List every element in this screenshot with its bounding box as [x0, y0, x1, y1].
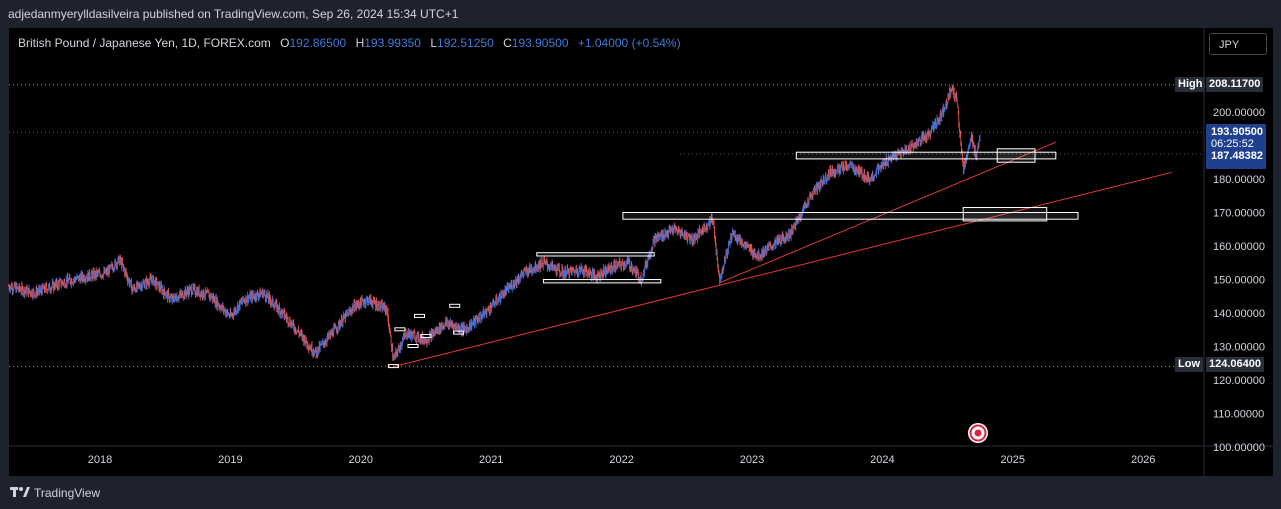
zone-box — [996, 148, 1036, 163]
zone-box — [542, 279, 662, 284]
y-tick-label: 130.00000 — [1213, 342, 1265, 354]
y-tick-label: 160.00000 — [1213, 241, 1265, 253]
x-tick-label: 2018 — [88, 454, 112, 466]
trendline — [393, 171, 1173, 368]
high-value: 193.99350 — [364, 36, 421, 50]
marker-box — [414, 313, 425, 318]
zone-box — [795, 151, 1057, 160]
marker-box — [387, 364, 399, 369]
currency-button[interactable]: JPY — [1209, 33, 1267, 55]
y-tick-label: 170.00000 — [1213, 208, 1265, 220]
countdown-value: 06:25:52 — [1211, 138, 1254, 150]
open-label: O — [280, 36, 290, 50]
zone-box — [536, 252, 655, 257]
overlays — [9, 84, 1204, 369]
x-tick-label: 2019 — [218, 454, 242, 466]
x-tick-label: 2023 — [740, 454, 764, 466]
last-price-tag: 193.90500 06:25:52 187.48382 — [1206, 124, 1266, 169]
close-label: C — [503, 36, 512, 50]
low-tag-label: Low — [1175, 357, 1203, 372]
open-value: 192.86500 — [289, 36, 347, 50]
tradingview-logo[interactable]: TradingView — [10, 486, 100, 500]
grid-lines — [9, 28, 1273, 476]
y-tick-label: 180.00000 — [1213, 174, 1265, 186]
last-price-value: 193.90500 — [1211, 126, 1263, 138]
y-tick-label: 120.00000 — [1213, 375, 1265, 387]
replay-marker-icon[interactable] — [967, 422, 989, 444]
marker-box — [449, 303, 461, 308]
footer-bar: TradingView — [0, 477, 1281, 509]
low-label: L — [430, 36, 438, 50]
low-tag-value: 124.06400 — [1206, 357, 1264, 372]
symbol-title: British Pound / Japanese Yen, 1D, FOREX.… — [18, 36, 271, 50]
publisher-line: adjedanmyerylldasilveira published on Tr… — [8, 7, 459, 21]
candles — [8, 84, 981, 361]
publisher-bar: adjedanmyerylldasilveira published on Tr… — [0, 0, 1281, 28]
y-tick-label: 100.00000 — [1213, 442, 1265, 454]
high-tag-label: High — [1175, 77, 1206, 92]
zone-box — [622, 212, 1079, 220]
chart-panel[interactable] — [9, 28, 1273, 476]
tradingview-logo-icon — [10, 487, 30, 497]
x-tick-label: 2020 — [349, 454, 373, 466]
high-label: H — [355, 36, 365, 50]
close-value: 193.90500 — [511, 36, 569, 50]
x-tick-label: 2021 — [479, 454, 503, 466]
low-value: 192.51250 — [437, 36, 494, 50]
marker-box — [407, 344, 419, 348]
brand-text: TradingView — [34, 486, 101, 500]
y-tick-label: 150.00000 — [1213, 275, 1265, 287]
y-tick-label: 110.00000 — [1213, 409, 1264, 421]
high-tag-value: 208.11700 — [1206, 77, 1264, 92]
zone-box — [962, 207, 1048, 222]
y-tick-label: 140.00000 — [1213, 308, 1265, 320]
marker-box — [394, 327, 406, 332]
level-value: 187.48382 — [1211, 150, 1263, 162]
x-tick-label: 2022 — [609, 454, 633, 466]
x-axis: 2018 2019 2020 2021 2022 2023 2024 2025 2026 — [88, 454, 1156, 466]
y-tick-label: 200.00000 — [1213, 107, 1265, 119]
symbol-legend: British Pound / Japanese Yen, 1D, FOREX.… — [18, 36, 681, 50]
marker-box — [420, 334, 432, 338]
marker-box — [453, 330, 465, 335]
change-value: +1.04000 (+0.54%) — [577, 36, 681, 50]
x-tick-label: 2026 — [1131, 454, 1155, 466]
y-axis: 100.00000 110.00000 120.00000 130.00000 140.… — [1213, 107, 1265, 454]
x-tick-label: 2024 — [870, 454, 894, 466]
x-tick-label: 2025 — [1001, 454, 1025, 466]
